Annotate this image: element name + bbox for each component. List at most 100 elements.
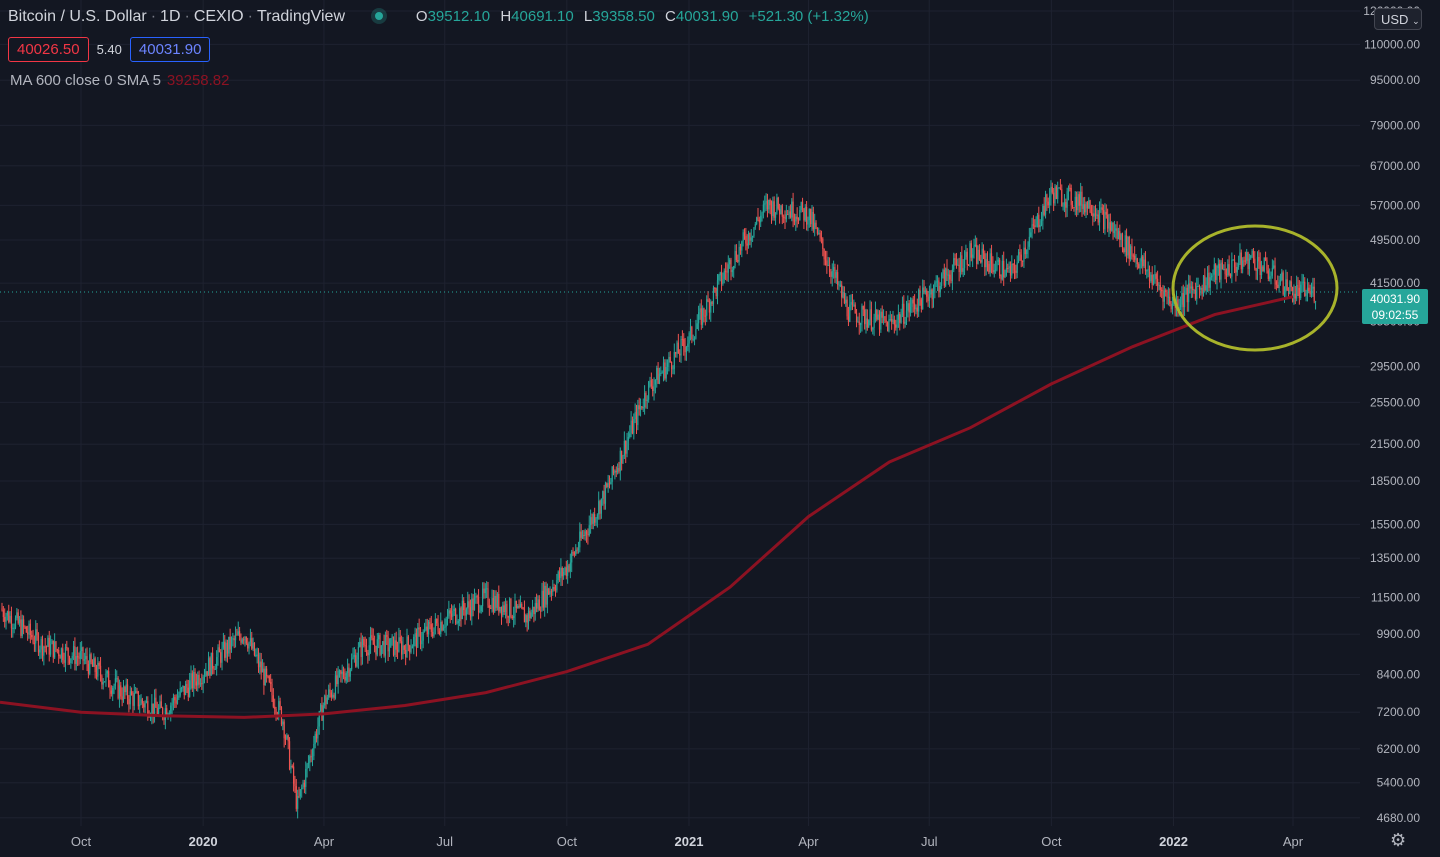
candle-body [125,684,127,693]
candle-body [1143,259,1145,267]
candle-body [882,316,885,318]
candle-body [286,735,288,739]
candle-body [635,411,638,426]
candle-body [380,645,382,655]
candle-body [787,214,789,216]
platform: TradingView [256,8,345,25]
candle-body [857,321,859,323]
candle-body [221,647,223,663]
candle-body [1123,248,1125,253]
candle-body [450,613,453,617]
candle-body [1233,259,1236,267]
candle-body [495,595,497,608]
candle-body [1254,258,1256,269]
candle-body [650,380,652,387]
candle-body [5,615,7,622]
candle-body [1309,291,1311,295]
candle-body [754,224,756,228]
candle-body [706,299,708,316]
candle-body [1094,213,1097,216]
candle-body [410,648,412,653]
candle-body [919,289,921,300]
candle-body [338,670,341,672]
candle-body [1248,258,1250,270]
price-tick-label: 49500.00 [1370,233,1420,247]
candle-body [99,665,102,677]
candle-body [644,392,646,408]
candle-body [105,673,107,682]
candle-body [43,646,45,656]
candle-body [263,668,265,686]
candle-body [183,685,185,695]
candle-body [388,647,391,652]
candle-body [52,640,54,658]
candle-body [1067,187,1070,192]
gear-icon[interactable]: ⚙ [1390,830,1407,850]
candle-body [523,609,526,623]
candle-body [568,565,570,572]
candle-body [927,296,929,302]
candle-body [25,626,27,633]
candle-body [864,309,866,325]
buy-button[interactable]: 40031.90 [129,37,211,62]
candle-body [777,197,779,209]
candle-body [106,671,108,674]
candle-body [1181,293,1183,305]
candle-body [911,299,913,307]
currency-dropdown[interactable]: USD ⌄ [1374,8,1422,30]
candle-body [1239,252,1241,264]
candle-body [1128,237,1130,260]
candle-body [155,697,157,708]
candle-body [711,301,713,305]
candle-body [1032,224,1034,226]
candle-body [846,299,848,317]
candle-body [1281,272,1283,281]
candle-body [216,657,218,669]
candle-body [1201,287,1203,294]
sell-button[interactable]: 40026.50 [8,37,89,62]
candle-body [901,303,904,316]
candle-body [233,638,235,641]
candle-body [507,616,509,618]
candle-body [411,646,413,649]
candle-body [548,588,550,595]
symbol-title[interactable]: Bitcoin / U.S. Dollar [8,8,147,25]
candle-body [10,615,13,629]
candle-body [556,579,558,591]
candle-body [55,641,57,650]
candle-body [191,673,193,689]
candle-body [1121,234,1124,249]
candle-body [85,656,87,660]
candle-body [1080,191,1082,206]
candle-body [735,251,737,261]
candle-body [303,782,305,787]
candle-body [275,708,277,715]
candle-body [977,249,979,264]
candle-body [1100,207,1102,209]
candle-body [136,691,138,693]
candle-body [1078,194,1080,206]
candle-body [791,201,793,218]
candle-body [158,707,160,715]
candle-body [577,547,580,551]
candle-body [1193,289,1195,291]
interval[interactable]: 1D [160,8,181,25]
candle-body [1086,202,1088,209]
candle-body [943,269,945,286]
candle-body [747,233,750,246]
candle-body [662,362,665,373]
candle-body [876,310,878,320]
price-axis[interactable]: 4680.00 5400.00 6200.00 7200.00 8400.00 9900.… [1363,4,1420,825]
indicator-legend[interactable]: MA 600 close 0 SMA 5 39258.82 [10,72,230,89]
candle-body [621,450,623,464]
candle-body [761,212,763,216]
candle-body [739,246,742,251]
ma-line [0,295,1294,719]
candle-body [727,264,729,273]
candle-body [502,605,504,616]
candle-body [464,609,466,616]
candle-body [865,318,867,325]
time-axis[interactable]: Oct 2020 Apr Jul Oct 2021 Apr Jul Oct 2022 Apr [71,834,1304,849]
candle-body [541,590,543,611]
